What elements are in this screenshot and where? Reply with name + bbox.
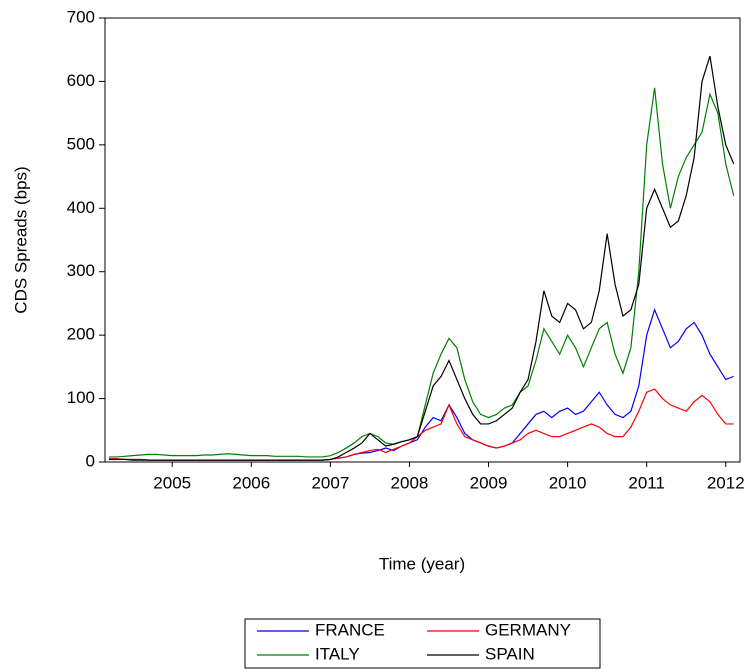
series-line [108,55,735,461]
y-tick-label: 300 [67,261,95,280]
y-tick-label: 200 [67,325,95,344]
x-tick-label: 2012 [707,473,745,492]
legend-label: ITALY [315,644,360,663]
y-tick-label: 500 [67,134,95,153]
series-line [108,308,734,461]
series-line [108,87,735,458]
y-tick-label: 700 [67,7,95,26]
legend-label: GERMANY [485,620,571,639]
y-tick-label: 600 [67,71,95,90]
x-tick-label: 2009 [470,473,508,492]
y-tick-label: 0 [86,451,95,470]
y-axis-label: CDS Spreads (bps) [11,166,30,313]
plot-frame [104,17,741,463]
x-tick-label: 2006 [232,473,270,492]
y-tick-label: 400 [67,198,95,217]
y-tick-label: 100 [67,388,95,407]
x-tick-label: 2010 [549,473,587,492]
x-tick-label: 2008 [391,473,429,492]
legend-label: SPAIN [485,644,535,663]
x-tick-label: 2011 [628,473,665,492]
legend-label: FRANCE [315,620,385,639]
x-tick-label: 2005 [153,473,191,492]
legend-box [244,618,601,669]
x-tick-label: 2007 [311,473,349,492]
x-axis-label: Time (year) [379,554,465,573]
